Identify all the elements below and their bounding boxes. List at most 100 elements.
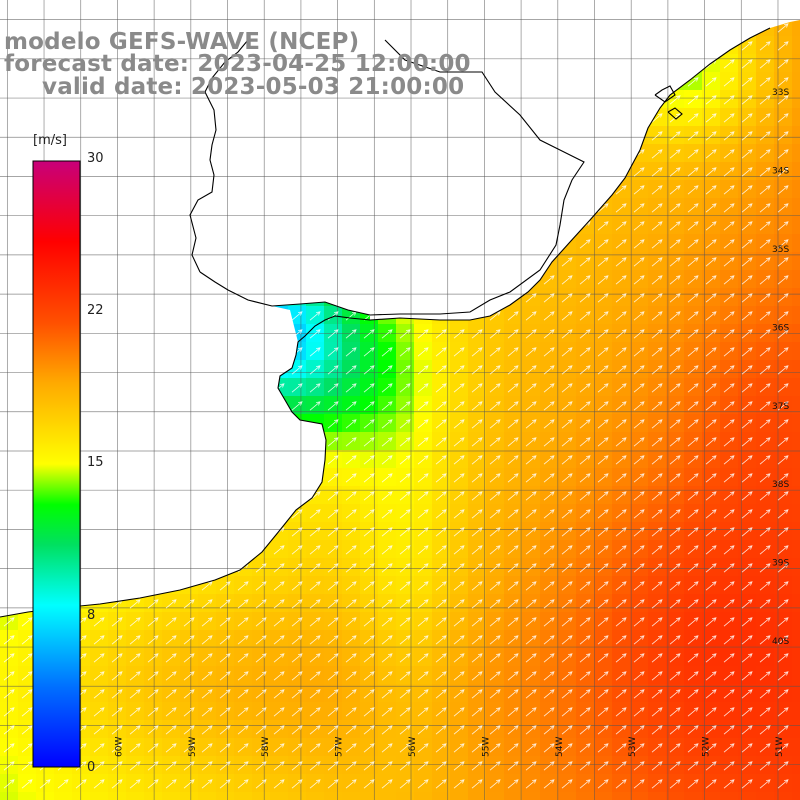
wind-arrow [111,635,123,645]
wind-arrow [597,779,609,789]
wind-cell [684,468,703,487]
wind-arrow [255,653,267,663]
wind-arrow [633,311,645,321]
wind-cell [720,72,739,91]
wind-arrow [741,59,753,69]
wind-arrow [777,347,789,357]
wind-cell [684,432,703,451]
wind-cell [630,558,649,577]
wind-arrow [21,617,33,627]
wind-arrow [363,779,375,789]
wind-cell [648,342,667,361]
wind-cell [522,522,541,541]
wind-cell [576,288,595,307]
wind-arrow [489,689,501,699]
wind-cell [540,648,559,667]
wind-cell [360,684,379,703]
wind-arrow [381,509,393,519]
wind-cell [648,540,667,559]
wind-cell [270,612,289,631]
wind-cell [774,450,793,469]
wind-cell [594,756,613,775]
wind-cell [558,432,577,451]
wind-arrow [489,545,501,555]
wind-arrow [201,779,213,789]
wind-arrow [489,347,501,357]
wind-arrow [255,617,267,627]
wind-arrow [327,725,339,735]
wind-cell [594,234,613,253]
wind-arrow [777,743,789,753]
wind-arrow [399,635,411,645]
wind-cell [234,720,253,739]
wind-arrow [543,401,555,411]
wind-cell [414,612,433,631]
wind-cell [630,432,649,451]
wind-cell [684,198,703,217]
wind-cell [252,630,271,649]
wind-arrow [651,365,663,375]
wind-cell [558,504,577,523]
wind-cell [540,630,559,649]
wind-arrow [579,545,591,555]
wind-arrow [273,653,285,663]
wind-cell [612,414,631,433]
wind-arrow [399,761,411,771]
wind-arrow [597,563,609,573]
wind-arrow [687,599,699,609]
wind-cell [504,414,523,433]
wind-cell [486,702,505,721]
wind-cell [594,774,613,793]
wind-arrow [327,329,339,339]
wind-cell [306,702,325,721]
wind-cell [486,522,505,541]
wind-arrow [237,617,249,627]
wind-arrow [777,527,789,537]
wind-arrow [561,509,573,519]
wind-cell [0,702,19,721]
wind-arrow [309,329,321,339]
wind-cell [144,612,163,631]
wind-arrow [723,59,735,69]
wind-arrow [489,563,501,573]
wind-cell [684,684,703,703]
wind-cell [162,594,181,613]
wind-cell [378,738,397,757]
wind-cell [540,576,559,595]
wind-cell [198,684,217,703]
wind-arrow [21,707,33,717]
wind-cell [648,486,667,505]
wind-arrow [669,293,681,303]
wind-cell [792,504,800,523]
wind-arrow [489,383,501,393]
wind-arrow [561,383,573,393]
wind-cell [666,648,685,667]
longitude-label: 56W [408,737,418,757]
wind-cell [720,666,739,685]
wind-arrow [435,563,447,573]
wind-arrow [579,563,591,573]
wind-cell [450,468,469,487]
wind-cell [486,558,505,577]
wind-arrow [741,707,753,717]
wind-arrow [525,599,537,609]
wind-cell [126,720,145,739]
wind-arrow [255,599,267,609]
wind-cell [252,702,271,721]
wind-arrow [435,725,447,735]
wind-arrow [687,473,699,483]
wind-cell [738,594,757,613]
wind-arrow [219,617,231,627]
wind-cell [576,432,595,451]
wind-cell [360,486,379,505]
wind-arrow [525,365,537,375]
wind-arrow [597,689,609,699]
wind-arrow [3,707,15,717]
wind-cell [612,432,631,451]
wind-cell [756,756,775,775]
wind-cell [162,630,181,649]
wind-arrow [633,293,645,303]
wind-cell [720,288,739,307]
wind-cell [324,306,343,325]
wind-cell [360,720,379,739]
